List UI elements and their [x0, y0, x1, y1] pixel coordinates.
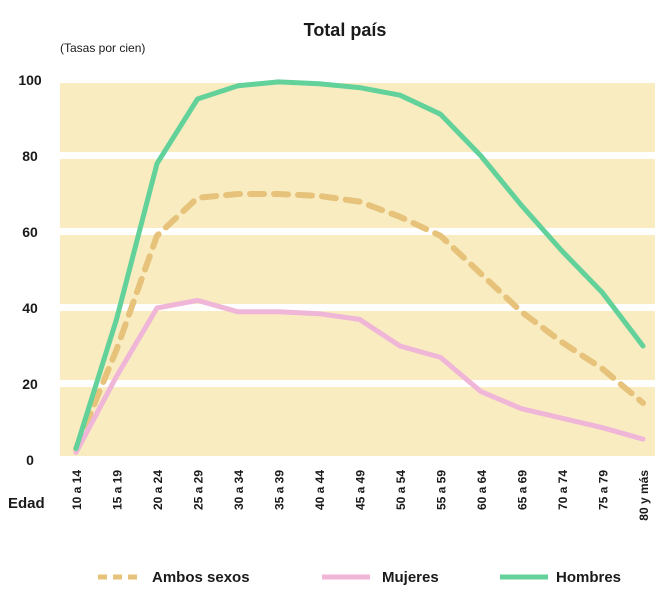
background-band [60, 235, 655, 304]
y-tick-label: 100 [18, 72, 42, 88]
x-tick-label: 80 y más [637, 470, 651, 521]
x-tick-label: 60 a 64 [475, 470, 489, 510]
x-tick-label: 35 a 39 [273, 470, 287, 510]
background-band [60, 83, 655, 152]
background-band [60, 159, 655, 228]
y-tick-label: 60 [22, 224, 38, 240]
series-line-ambos-sexos [73, 191, 646, 452]
legend-label-ambos-sexos: Ambos sexos [152, 569, 250, 586]
background-band [60, 311, 655, 380]
x-tick-label: 55 a 59 [435, 470, 449, 510]
series-line-mujeres [73, 297, 646, 455]
x-tick-label: 40 a 44 [313, 470, 327, 510]
y-tick-label: 20 [22, 376, 38, 392]
legend: Ambos sexos Mujeres Hombres [98, 569, 621, 586]
y-axis-ticks: 0 20 40 60 80 100 [18, 72, 42, 468]
legend-label-hombres: Hombres [556, 569, 621, 586]
chart-subtitle: (Tasas por cien) [60, 41, 145, 55]
x-tick-label: 25 a 29 [192, 470, 206, 510]
x-tick-label: 75 a 79 [597, 470, 611, 510]
x-tick-label: 20 a 24 [151, 470, 165, 510]
x-tick-label: 45 a 49 [354, 470, 368, 510]
x-tick-label: 50 a 54 [394, 470, 408, 510]
x-axis-ticks: 10 a 14 15 a 19 20 a 24 25 a 29 30 a 34 35 a … [70, 470, 651, 521]
x-tick-label: 65 a 69 [516, 470, 530, 510]
background-bands [60, 83, 655, 456]
y-tick-label: 0 [26, 452, 34, 468]
legend-label-mujeres: Mujeres [382, 569, 439, 586]
x-axis-label: Edad [8, 495, 45, 512]
x-tick-label: 70 a 74 [556, 470, 570, 510]
background-band [60, 387, 655, 456]
series-line-hombres [73, 79, 646, 452]
x-tick-label: 15 a 19 [111, 470, 125, 510]
y-tick-label: 40 [22, 300, 38, 316]
y-tick-label: 80 [22, 148, 38, 164]
series-lines [73, 79, 646, 455]
x-tick-label: 10 a 14 [70, 470, 84, 510]
x-tick-label: 30 a 34 [232, 470, 246, 510]
chart-title: Total país [304, 20, 387, 40]
